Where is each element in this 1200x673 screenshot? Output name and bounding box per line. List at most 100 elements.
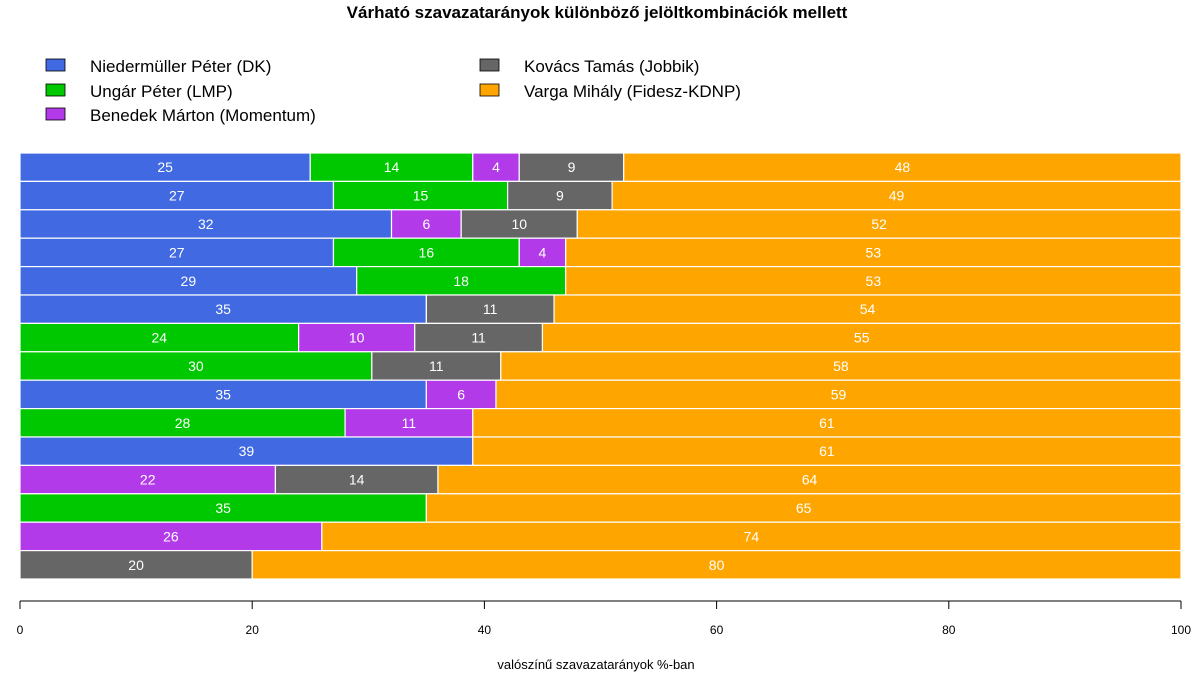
- legend: Niedermüller Péter (DK) Ungár Péter (LMP)…: [45, 57, 741, 125]
- legend-item: Niedermüller Péter (DK): [45, 57, 271, 76]
- x-tick-label: 40: [478, 623, 492, 637]
- legend-swatch: [45, 83, 66, 97]
- bar-row: 39 61: [19, 436, 1182, 466]
- bar-value-label: 59: [831, 386, 847, 402]
- legend-swatch: [45, 107, 66, 121]
- bar-segment: [425, 294, 555, 324]
- bar-row: 32 6 10 52: [19, 209, 1182, 239]
- bar-segment: [19, 464, 277, 495]
- legend-label: Ungár Péter (LMP): [90, 82, 233, 101]
- bar-segment: [19, 266, 358, 296]
- legend-label: Varga Mihály (Fidesz-KDNP): [524, 82, 741, 101]
- bar-value-label: 27: [169, 188, 185, 204]
- bar-row: 22 14 64: [19, 464, 1182, 495]
- bar-segment: [274, 464, 439, 495]
- bar-segment: [19, 549, 253, 580]
- legend-item: Benedek Márton (Momentum): [45, 106, 316, 125]
- bar-value-label: 55: [854, 330, 870, 346]
- bar-segment: [495, 379, 1182, 410]
- bar-segment: [425, 493, 1182, 523]
- bar-value-label: 74: [744, 528, 760, 544]
- bar-value-label: 53: [866, 244, 882, 260]
- bar-value-label: 65: [796, 500, 812, 516]
- bar-value-label: 25: [157, 159, 173, 175]
- legend-item: Varga Mihály (Fidesz-KDNP): [479, 82, 741, 101]
- bar-segment: [541, 322, 1182, 353]
- x-tick-label: 20: [246, 623, 260, 637]
- x-axis: 0 20 40 60 80 100: [17, 600, 1191, 637]
- legend-swatch: [479, 83, 500, 97]
- bar-row: 25 14 4 9 48: [19, 152, 1182, 182]
- bar-value-label: 30: [188, 358, 204, 374]
- bar-segment: [19, 237, 335, 268]
- bar-value-label: 54: [860, 301, 876, 317]
- bar-segment: [356, 266, 567, 296]
- bar-value-label: 48: [895, 159, 911, 175]
- bar-value-label: 64: [802, 472, 818, 488]
- bar-value-label: 18: [453, 273, 469, 289]
- bar-segment: [19, 379, 427, 410]
- bar-value-label: 6: [422, 216, 430, 232]
- bar-value-label: 9: [556, 188, 564, 204]
- bar-value-label: 14: [384, 159, 400, 175]
- bar-value-label: 58: [833, 358, 849, 374]
- bar-row: 27 15 9 49: [19, 180, 1182, 211]
- bar-value-label: 49: [889, 188, 905, 204]
- legend-item: Kovács Tamás (Jobbik): [479, 57, 699, 76]
- bar-segment: [251, 549, 1182, 580]
- bar-value-label: 22: [140, 472, 156, 488]
- x-tick-label: 60: [710, 623, 724, 637]
- bar-segment: [19, 209, 393, 239]
- bar-value-label: 11: [429, 358, 444, 374]
- bar-value-label: 27: [169, 244, 185, 260]
- bar-segment: [500, 351, 1182, 381]
- bar-segment: [553, 294, 1182, 324]
- legend-swatch: [45, 58, 66, 72]
- bar-value-label: 6: [457, 386, 465, 402]
- x-tick-label: 0: [17, 623, 24, 637]
- bar-row: 28 11 61: [19, 408, 1182, 438]
- bar-value-label: 61: [819, 443, 835, 459]
- bar-row: 35 65: [19, 493, 1182, 523]
- bar-value-label: 4: [492, 159, 500, 175]
- bar-value-label: 35: [215, 386, 231, 402]
- bar-value-label: 29: [181, 273, 197, 289]
- bar-row: 26 74: [19, 521, 1182, 552]
- bar-row: 30 11 58: [19, 351, 1182, 381]
- bar-segment: [19, 493, 427, 523]
- bar-value-label: 26: [163, 528, 179, 544]
- x-tick-label: 80: [942, 623, 956, 637]
- chart-title: Várható szavazatarányok különböző jelölt…: [347, 3, 848, 22]
- bar-segment: [472, 408, 1182, 438]
- bar-segment: [19, 436, 474, 466]
- bar-value-label: 14: [349, 472, 365, 488]
- bar-value-label: 39: [239, 443, 255, 459]
- bar-value-label: 11: [402, 415, 417, 431]
- bar-segment: [321, 521, 1182, 552]
- bar-value-label: 10: [511, 216, 527, 232]
- bar-segment: [507, 180, 613, 211]
- bar-value-label: 10: [349, 330, 365, 346]
- legend-swatch: [479, 58, 500, 72]
- legend-label: Benedek Márton (Momentum): [90, 106, 316, 125]
- bar-row: 35 11 54: [19, 294, 1182, 324]
- bar-segment: [19, 351, 373, 381]
- bar-row: 24 10 11 55: [19, 322, 1182, 353]
- bar-row: 20 80: [19, 549, 1182, 580]
- bar-value-label: 9: [568, 159, 576, 175]
- x-tick-label: 100: [1171, 623, 1191, 637]
- bar-segment: [460, 209, 578, 239]
- bar-segment: [309, 152, 474, 182]
- x-axis-label: valószínű szavazatarányok %-ban: [497, 657, 694, 672]
- bar-row: 29 18 53: [19, 266, 1182, 296]
- bar-segment: [19, 152, 311, 182]
- bar-value-label: 35: [215, 301, 231, 317]
- legend-label: Kovács Tamás (Jobbik): [524, 57, 699, 76]
- bar-value-label: 52: [871, 216, 887, 232]
- bar-value-label: 61: [819, 415, 835, 431]
- bar-value-label: 11: [471, 330, 486, 346]
- bar-value-label: 28: [175, 415, 191, 431]
- bar-segment: [565, 237, 1182, 268]
